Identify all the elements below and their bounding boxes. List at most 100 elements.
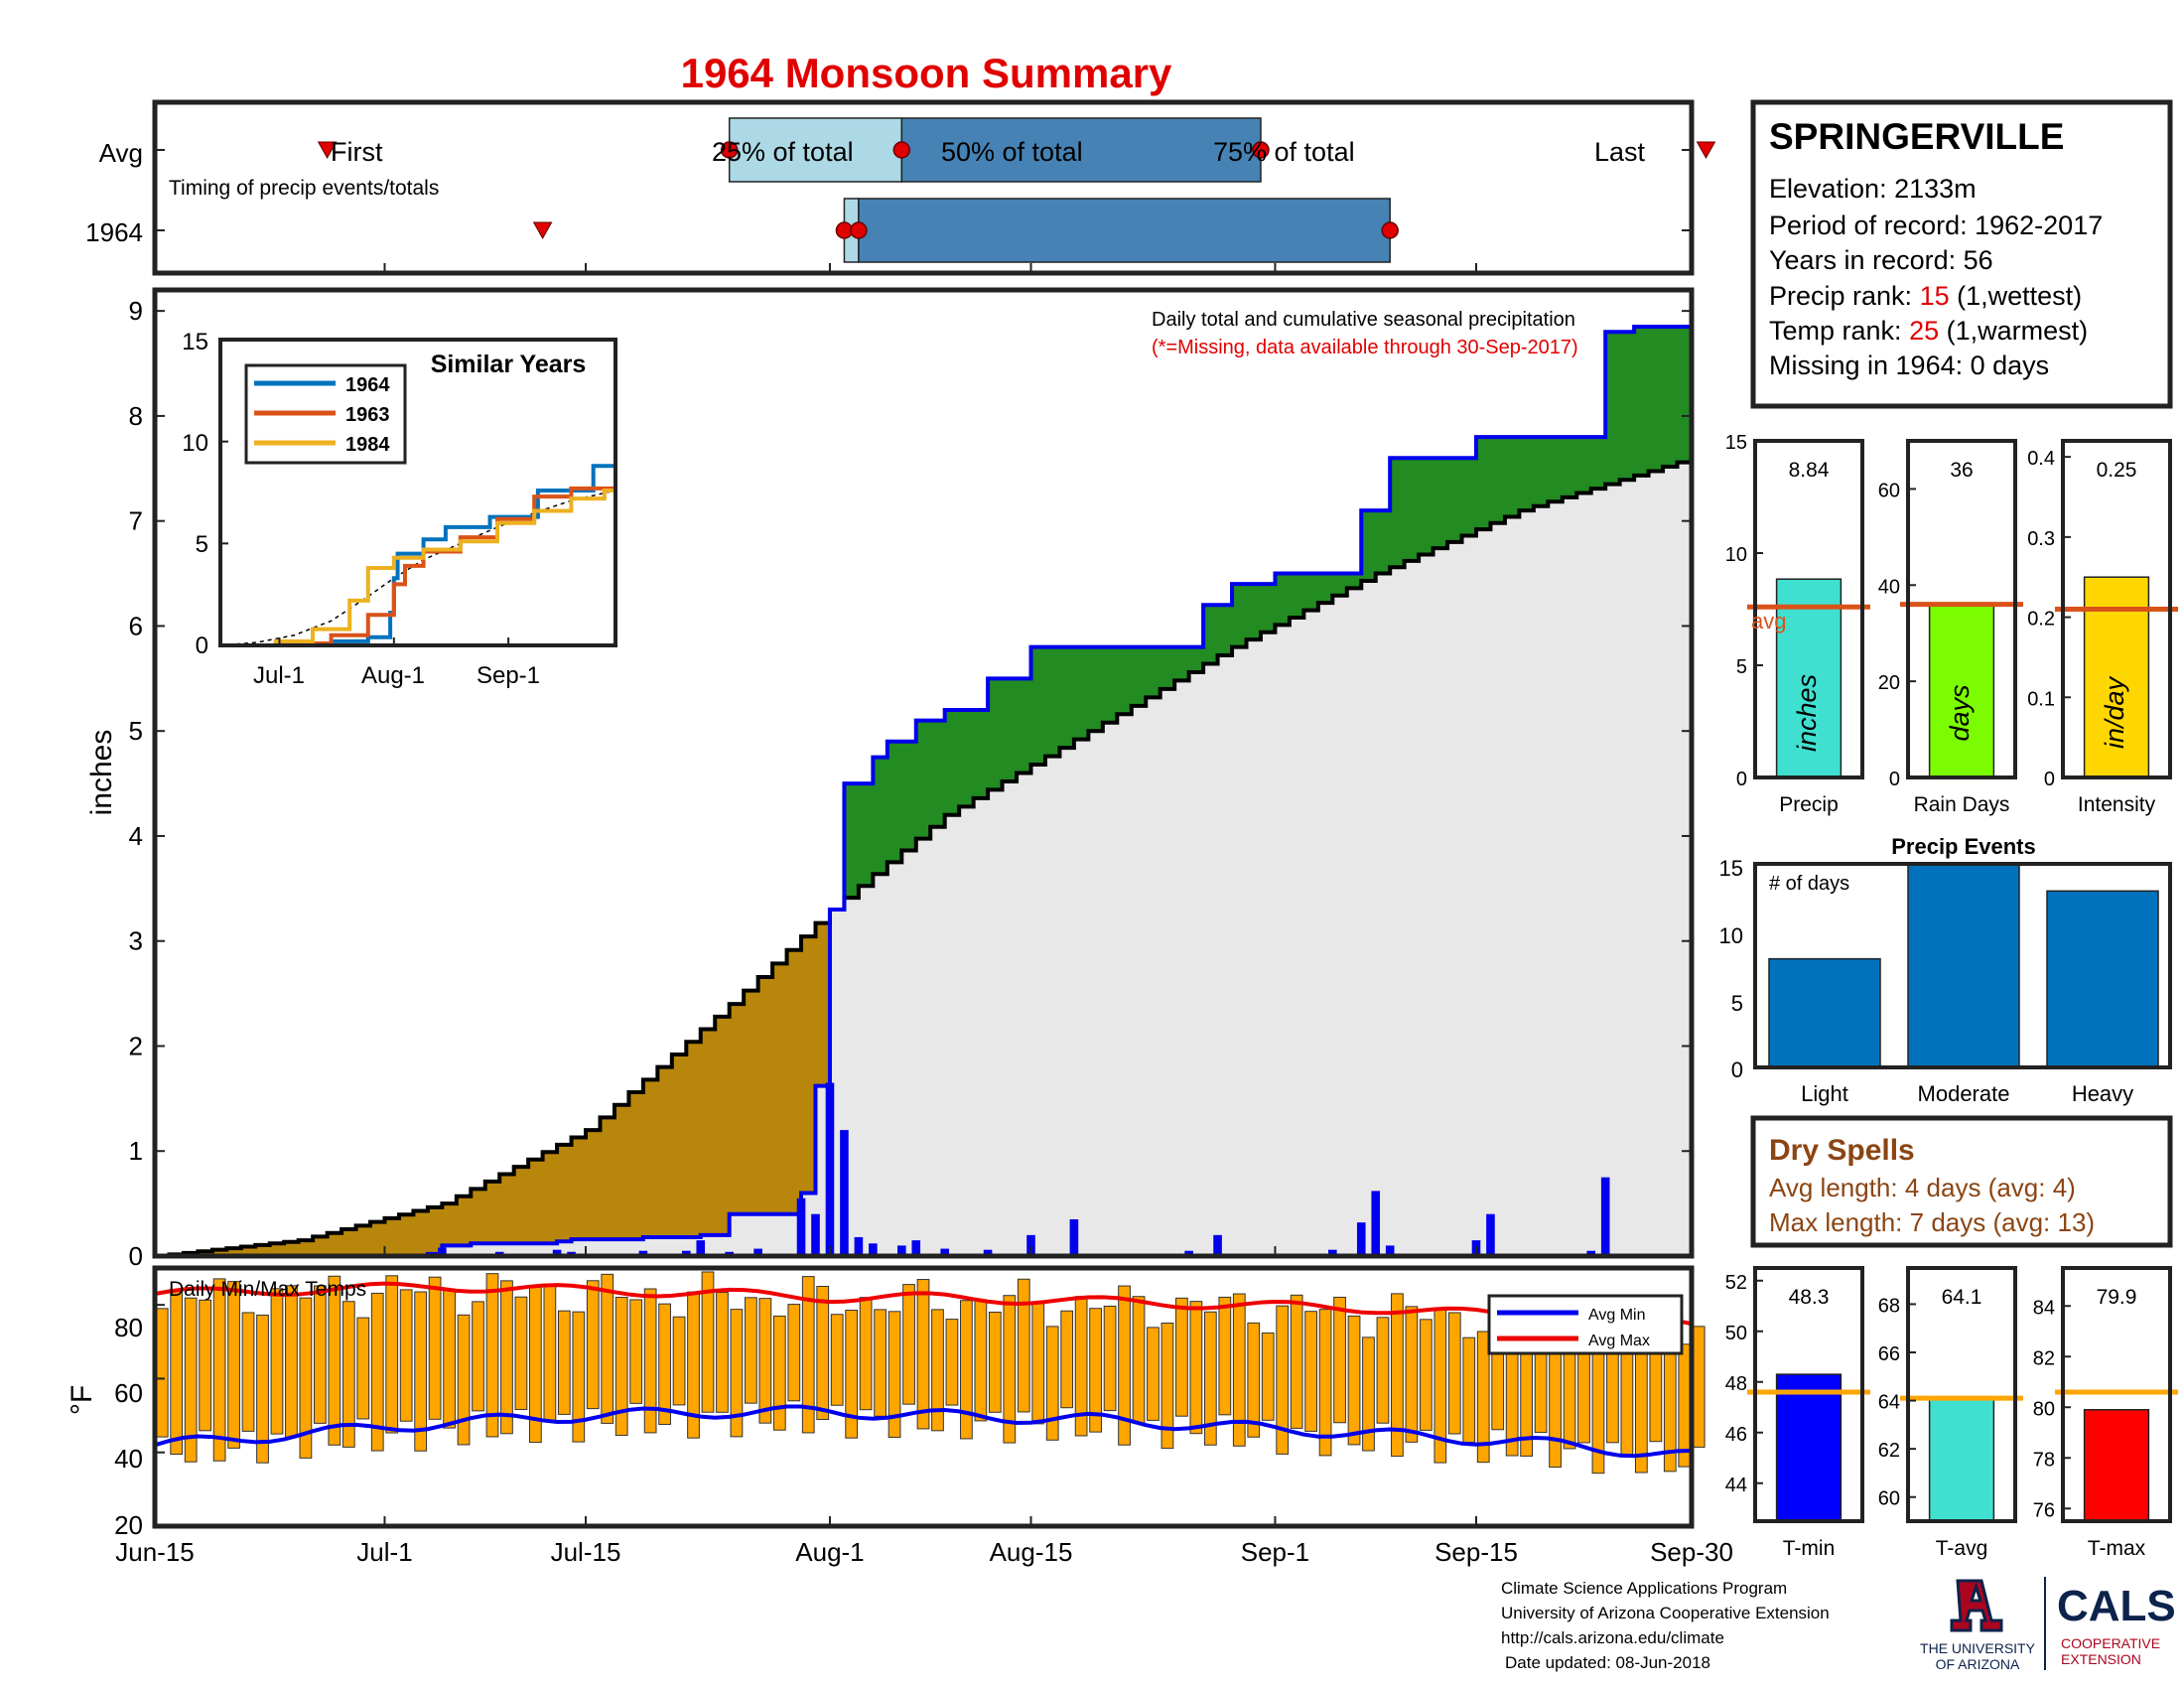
daily-precip-bar — [811, 1213, 820, 1256]
main-ytick-label: 8 — [129, 401, 143, 431]
rain-days-summary-tick-label: 60 — [1878, 480, 1900, 501]
daily-precip-bar — [1356, 1222, 1366, 1256]
inset-ytick-15: 15 — [182, 329, 208, 355]
cals-logo: CALS COOPERATIVE EXTENSION — [2057, 1582, 2176, 1667]
cals-logo-text: CALS — [2057, 1582, 2176, 1630]
average-cumulative-area — [155, 458, 1692, 1256]
tmin-summary-tick-label: 44 — [1725, 1475, 1747, 1496]
daily-precip-bar — [825, 1082, 835, 1256]
summary-temp-panels: 48.3 T-min 44 46 48 50 52 64.1 T-avg 60 62 64 66 68 79… — [1725, 1266, 2178, 1560]
events-label-heavy: Heavy — [2072, 1081, 2133, 1106]
daily-temp-range-bar — [1405, 1306, 1419, 1443]
daily-temp-range-bar — [1175, 1297, 1188, 1417]
timing-p50-label: 50% of total — [941, 137, 1083, 167]
tavg-summary-tick-label: 66 — [1878, 1343, 1900, 1365]
x-axis-date-label: Jun-15 — [115, 1537, 195, 1567]
tavg-summary-tick-label: 64 — [1878, 1392, 1900, 1414]
footer-line-2: University of Arizona Cooperative Extens… — [1501, 1604, 1830, 1622]
main-ytick-label: 3 — [129, 926, 143, 956]
main-ytick-label: 6 — [129, 611, 143, 640]
tmin-summary-bar — [1775, 1373, 1843, 1522]
station-temp-rank: Temp rank: 25 (1,warmest) — [1769, 316, 2088, 346]
daily-temp-range-bar — [1103, 1305, 1117, 1412]
temp-legend-box — [1487, 1294, 1684, 1355]
daily-temp-range-bar — [1290, 1294, 1303, 1429]
daily-temp-range-bar — [1045, 1326, 1059, 1441]
tmax-summary-tick-label: 84 — [2033, 1297, 2055, 1319]
daily-precip-bar — [869, 1243, 878, 1256]
daily-precip-bar — [1069, 1218, 1079, 1256]
daily-temp-range-bar — [270, 1288, 284, 1435]
daily-precip-bar — [840, 1130, 849, 1256]
summary-precip-panels: 8.84 Precip inches avg 0 5 10 15 36 Rain Days days… — [1725, 432, 2178, 816]
events-ytick-5: 5 — [1731, 991, 1743, 1016]
events-label-moderate: Moderate — [1918, 1081, 2010, 1106]
inset-xtick-jul: Jul-1 — [253, 662, 305, 689]
timing-label-year: 1964 — [85, 217, 143, 247]
precip-event-bar-moderate — [1907, 863, 2020, 1068]
intensity-summary-tick-label: 0.2 — [2027, 609, 2055, 631]
station-elevation: Elevation: 2133m — [1769, 174, 1977, 204]
precip-event-bar-light — [1768, 957, 1881, 1068]
daily-temp-range-bar — [313, 1285, 327, 1424]
avg-max-temp-line — [154, 1281, 1693, 1327]
daily-temp-range-bar — [1376, 1317, 1390, 1424]
tavg-summary-tick-label: 60 — [1878, 1488, 1900, 1510]
events-ytick-15: 15 — [1719, 856, 1743, 881]
daily-temp-range-bar — [974, 1300, 988, 1422]
cumulative-1964-line — [155, 325, 1694, 1258]
daily-temp-range-bar — [701, 1271, 715, 1413]
daily-temp-range-bar — [1333, 1296, 1346, 1424]
timing-first-label: First — [331, 137, 383, 167]
timing-p75-label: 75% of total — [1213, 137, 1355, 167]
intensity-summary-frame — [2061, 439, 2172, 779]
daily-temp-range-bar — [557, 1310, 571, 1415]
dry-spells-box: Dry Spells Avg length: 4 days (avg: 4) M… — [1750, 1115, 2173, 1248]
daily-temp-range-bar — [227, 1281, 240, 1449]
precip-summary-tick-label: 5 — [1736, 656, 1747, 678]
daily-temp-range-bar — [1391, 1293, 1404, 1458]
main-annotation: Daily total and cumulative seasonal prec… — [1152, 309, 1575, 331]
precip-summary-avg-label: avg — [1751, 609, 1786, 633]
daily-temp-range-bar — [1692, 1326, 1706, 1448]
daily-precip-bar — [638, 1250, 648, 1256]
daily-temp-range-bar — [614, 1297, 628, 1437]
ua-a-icon — [1950, 1579, 2003, 1632]
daily-temp-range-bar — [745, 1297, 757, 1404]
tmin-summary-label: T-min — [1783, 1537, 1836, 1560]
daily-temp-range-bar — [716, 1292, 729, 1413]
rain-days-summary-bar — [1928, 603, 1995, 778]
tmax-summary-bar — [2083, 1409, 2150, 1522]
daily-temp-range-bar — [874, 1309, 887, 1417]
daily-temp-range-bar — [1232, 1293, 1246, 1447]
daily-temp-range-bar — [988, 1311, 1002, 1413]
rain-days-summary-tick-label: 20 — [1878, 672, 1900, 694]
year-p75-marker — [1381, 221, 1399, 239]
tavg-summary-frame — [1906, 1266, 2017, 1523]
tavg-summary-value: 64.1 — [1942, 1286, 1982, 1309]
footer-line-1: Climate Science Applications Program — [1501, 1579, 1787, 1598]
precip-summary-value: 8.84 — [1789, 459, 1830, 482]
main-ytick-label: 4 — [129, 821, 143, 851]
similar-years-inset: 15 10 5 0 Jul-1 Aug-1 Sep-1 Similar Year… — [182, 329, 617, 689]
inset-frame — [218, 338, 617, 647]
daily-precip-bar — [1486, 1213, 1495, 1256]
daily-temp-range-bar — [1261, 1332, 1275, 1421]
daily-temp-range-bar — [916, 1279, 930, 1430]
daily-temp-range-bar — [572, 1311, 586, 1443]
x-axis-date-label: Sep-1 — [1241, 1537, 1309, 1567]
temp-title: Daily Min/Max Temps — [169, 1278, 366, 1301]
daily-precip-bar — [983, 1249, 993, 1256]
avg-p25-marker — [720, 141, 739, 159]
daily-temp-range-bar — [1634, 1335, 1648, 1474]
daily-precip-bar — [552, 1249, 562, 1256]
tmax-summary-value: 79.9 — [2097, 1286, 2137, 1309]
station-info-box: SPRINGERVILLE Elevation: 2133m Period of… — [1750, 99, 2173, 409]
daily-temp-range-bar — [816, 1286, 830, 1421]
daily-temp-chart: Daily Min/Max Temps °F 80 60 40 20 Avg M… — [66, 1265, 1733, 1567]
rain-days-summary-label: Rain Days — [1914, 793, 2010, 816]
inset-title: Similar Years — [431, 351, 587, 378]
dry-spells-frame — [1750, 1115, 2173, 1248]
daily-temp-range-bar — [1118, 1285, 1131, 1446]
footer-line-3: http://cals.arizona.edu/climate — [1501, 1628, 1724, 1647]
